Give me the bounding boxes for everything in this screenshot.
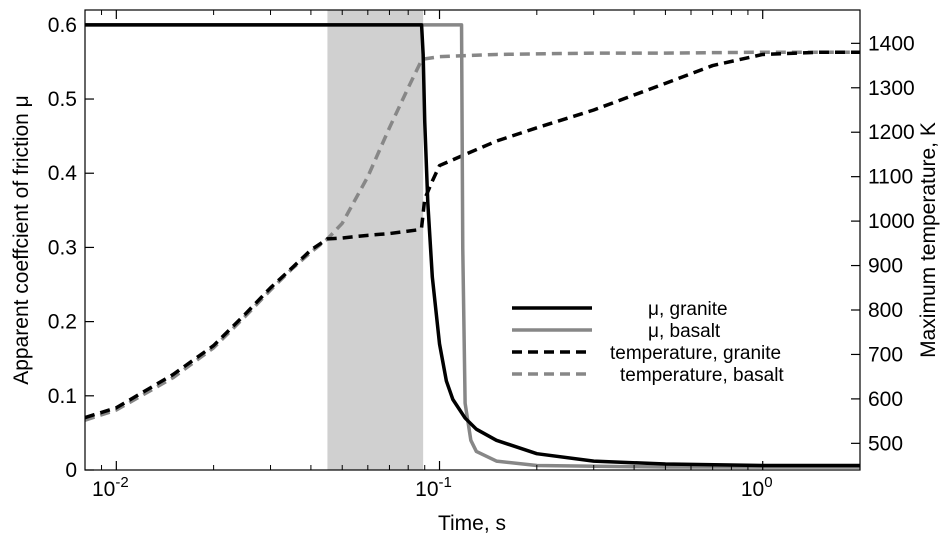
legend-label-temp-basalt: temperature, basalt: [620, 365, 784, 386]
plot-frame: [84, 9, 861, 471]
series-line-temperature-granite: [85, 50, 860, 420]
y-left-tick-label: 0.3: [48, 236, 77, 259]
y-left-tick-label: 0.1: [48, 385, 77, 408]
y-axis-left-title: Apparent coeffcient of friction μ: [10, 95, 33, 385]
y-right-tick-label: 600: [868, 388, 903, 411]
y-right-tick-label: 500: [868, 432, 903, 455]
x-axis-title: Time, s: [438, 512, 506, 535]
x-tick-label: 100: [741, 474, 773, 501]
y-right-tick-label: 1200: [868, 121, 915, 144]
series-line-basalt: [85, 23, 860, 469]
y-right-tick-label: 800: [868, 299, 903, 322]
y-right-tick-label: 900: [868, 255, 903, 278]
x-tick-label: 10-1: [415, 474, 452, 501]
y-right-tick-label: 700: [868, 343, 903, 366]
y-right-tick-label: 1400: [868, 32, 915, 55]
y-left-tick-label: 0.4: [48, 162, 78, 185]
ticks-layer: 10-2 10-1 10000.10.20.30.40.50.65006007008…: [48, 10, 915, 501]
y-left-tick-label: 0.2: [48, 311, 77, 334]
y-left-tick-label: 0.5: [48, 88, 77, 111]
series-layer: [85, 23, 860, 469]
y-axis-right-title: Maximum temperature, K: [917, 122, 940, 358]
series-line-granite: [85, 23, 860, 468]
y-right-tick-label: 1300: [868, 77, 915, 100]
y-left-tick-label: 0.6: [48, 14, 77, 37]
legend-label-mu-granite: μ, granite: [648, 299, 728, 320]
shaded-region: [327, 10, 424, 470]
legend-label-temp-granite: temperature, granite: [610, 343, 781, 364]
legend: μ, granite μ, basalt temperature, granit…: [512, 299, 784, 386]
y-left-tick-label: 0: [65, 459, 77, 482]
y-right-tick-label: 1100: [868, 166, 913, 189]
y-right-tick-label: 1000: [868, 210, 915, 233]
legend-label-mu-basalt: μ, basalt: [648, 321, 721, 342]
x-tick-label: 10-2: [92, 474, 129, 501]
